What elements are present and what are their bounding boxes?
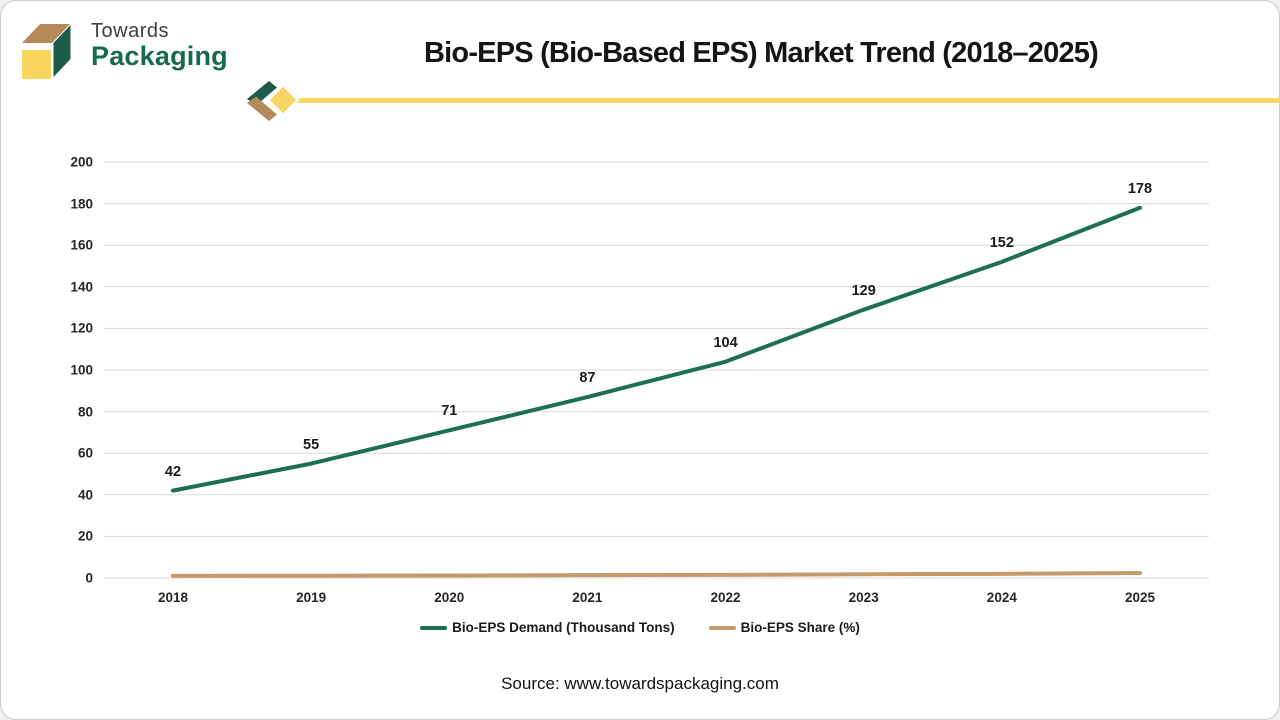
source-text: Source: www.towardspackaging.com bbox=[501, 674, 779, 693]
box-top-face bbox=[22, 24, 70, 43]
brand-name: Towards Packaging bbox=[91, 13, 228, 71]
brand-name-bottom: Packaging bbox=[91, 41, 228, 71]
y-axis-tick-label: 180 bbox=[70, 196, 93, 212]
data-label: 178 bbox=[1127, 180, 1153, 197]
x-axis-tick-label: 2018 bbox=[157, 590, 189, 605]
data-label: 42 bbox=[164, 463, 182, 480]
chevron-diamond-icon bbox=[247, 81, 300, 121]
y-axis-tick-label: 200 bbox=[70, 154, 93, 170]
y-axis-tick-label: 60 bbox=[77, 445, 93, 461]
title-underline bbox=[295, 98, 1279, 103]
y-axis-tick-label: 120 bbox=[70, 320, 93, 336]
data-label: 129 bbox=[851, 282, 876, 299]
x-axis-tick-label: 2020 bbox=[434, 590, 465, 605]
legend-label-demand: Bio-EPS Demand (Thousand Tons) bbox=[452, 620, 675, 635]
data-label: 71 bbox=[441, 403, 458, 420]
box-side-face bbox=[53, 25, 71, 77]
brand-name-top: Towards bbox=[91, 20, 169, 42]
x-axis-tick-label: 2025 bbox=[1124, 590, 1155, 605]
legend-item-demand: Bio-EPS Demand (Thousand Tons) bbox=[420, 620, 675, 635]
x-axis-tick-label: 2019 bbox=[296, 590, 327, 605]
box-front-face bbox=[22, 50, 51, 79]
data-label: 87 bbox=[579, 370, 596, 387]
brand-logo: Towards Packaging bbox=[17, 13, 228, 83]
x-axis-tick-label: 2021 bbox=[572, 590, 603, 605]
data-label: 55 bbox=[303, 436, 320, 453]
data-label: 152 bbox=[989, 234, 1014, 251]
legend-item-share: Bio-EPS Share (%) bbox=[708, 620, 860, 635]
y-axis-tick-label: 40 bbox=[77, 487, 93, 503]
y-axis-tick-label: 0 bbox=[85, 570, 93, 586]
share-line-swatch bbox=[708, 625, 736, 630]
brand-box-icon bbox=[22, 24, 71, 79]
y-axis-tick-label: 20 bbox=[77, 528, 93, 544]
x-axis-tick-label: 2024 bbox=[986, 590, 1017, 605]
series-line-0 bbox=[171, 205, 1142, 493]
demand-line-swatch bbox=[420, 625, 448, 630]
y-axis-tick-label: 160 bbox=[70, 237, 93, 253]
x-axis-tick-label: 2023 bbox=[848, 590, 879, 605]
chart-legend: Bio-EPS Demand (Thousand Tons) Bio-EPS S… bbox=[1, 620, 1279, 635]
y-axis-tick-label: 140 bbox=[70, 279, 93, 295]
y-axis-tick-label: 80 bbox=[77, 404, 93, 420]
chart-title: Bio-EPS (Bio-Based EPS) Market Trend (20… bbox=[424, 37, 1099, 69]
series-line-1 bbox=[171, 571, 1142, 578]
data-label: 104 bbox=[713, 334, 738, 351]
x-axis-tick-label: 2022 bbox=[710, 590, 741, 605]
y-axis-tick-label: 100 bbox=[70, 362, 93, 378]
legend-label-share: Bio-EPS Share (%) bbox=[740, 620, 860, 635]
